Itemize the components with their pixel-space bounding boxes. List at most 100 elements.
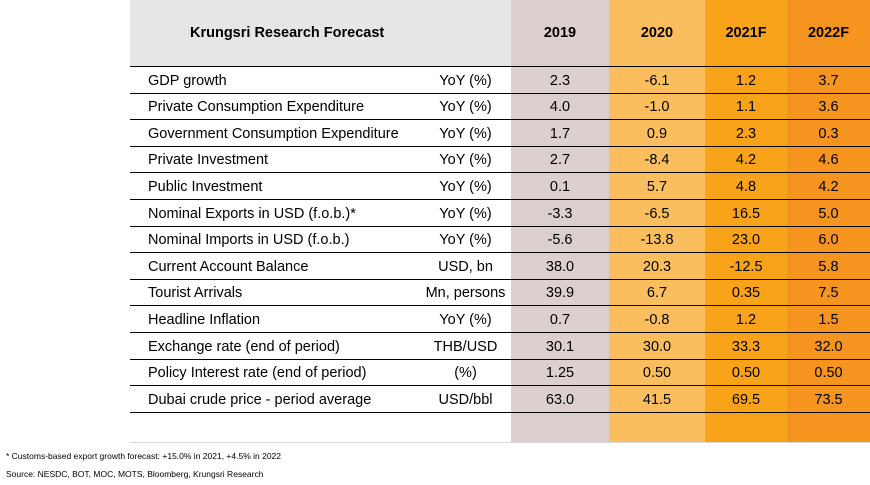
row-value-2022f: 4.2 — [787, 173, 870, 201]
header-year-2021f: 2021F — [705, 0, 787, 66]
row-unit: YoY (%) — [420, 306, 511, 334]
row-value-2019: 1.25 — [511, 359, 609, 387]
row-value-2020: 0.9 — [609, 120, 705, 148]
table-row: Private Investment YoY (%) 2.7 -8.4 4.2 4.6 — [130, 145, 870, 174]
table-title-cell: Krungsri Research Forecast — [130, 0, 511, 66]
row-value-2022f: 4.6 — [787, 146, 870, 174]
row-value-2021f: 1.2 — [705, 67, 787, 94]
row-unit: YoY (%) — [420, 226, 511, 254]
row-value-2020: 30.0 — [609, 333, 705, 360]
footnote-exports: * Customs-based export growth forecast: … — [6, 451, 281, 461]
row-value-2020: -6.5 — [609, 200, 705, 227]
row-value-2022f: 3.7 — [787, 67, 870, 94]
row-value-2021f: 0.35 — [705, 279, 787, 307]
row-value-2021f: 2.3 — [705, 120, 787, 148]
row-value-2019: 1.7 — [511, 120, 609, 148]
row-label: Dubai crude price - period average — [130, 386, 430, 414]
row-unit: USD, bn — [420, 253, 511, 281]
row-value-2019: 2.7 — [511, 146, 609, 174]
row-value-2019: -3.3 — [511, 200, 609, 227]
row-value-2021f: 0.50 — [705, 359, 787, 387]
row-value-2022f: 0.50 — [787, 359, 870, 387]
row-unit: YoY (%) — [420, 146, 511, 174]
row-value-2021f: 69.5 — [705, 386, 787, 414]
row-value-2019: 2.3 — [511, 67, 609, 94]
footer-divider — [130, 442, 870, 443]
row-value-2020: 0.50 — [609, 359, 705, 387]
row-label: Public Investment — [130, 173, 430, 201]
row-value-2021f: 23.0 — [705, 226, 787, 254]
row-label: Private Consumption Expenditure — [130, 93, 430, 121]
table-row: GDP growth YoY (%) 2.3 -6.1 1.2 3.7 — [130, 66, 870, 94]
bottom-band-white — [130, 413, 511, 443]
row-value-2019: 63.0 — [511, 386, 609, 414]
footnote-source: Source: NESDC, BOT, MOC, MOTS, Bloomberg… — [6, 469, 264, 479]
row-value-2022f: 1.5 — [787, 306, 870, 334]
table-row: Public Investment YoY (%) 0.1 5.7 4.8 4.2 — [130, 172, 870, 201]
row-unit: Mn, persons — [420, 279, 511, 307]
row-label: Policy Interest rate (end of period) — [130, 359, 430, 387]
table-row: Policy Interest rate (end of period) (%) 1… — [130, 358, 870, 387]
row-value-2020: 20.3 — [609, 253, 705, 281]
table-row: Exchange rate (end of period) THB/USD 30.1… — [130, 332, 870, 360]
table-header: Krungsri Research Forecast 2019 2020 202… — [130, 0, 870, 66]
row-label: Nominal Exports in USD (f.o.b.)* — [130, 200, 430, 227]
row-value-2021f: 1.1 — [705, 93, 787, 121]
row-unit: USD/bbl — [420, 386, 511, 414]
row-value-2020: -1.0 — [609, 93, 705, 121]
table-row: Tourist Arrivals Mn, persons 39.9 6.7 0.35 7.… — [130, 278, 870, 307]
row-value-2021f: 16.5 — [705, 200, 787, 227]
row-label: Government Consumption Expenditure — [130, 120, 430, 148]
row-label: Nominal Imports in USD (f.o.b.) — [130, 226, 430, 254]
row-label: Current Account Balance — [130, 253, 430, 281]
row-value-2019: 0.1 — [511, 173, 609, 201]
header-year-2022f: 2022F — [787, 0, 870, 66]
row-label: GDP growth — [130, 67, 430, 94]
header-year-2019: 2019 — [511, 0, 609, 66]
row-value-2022f: 5.0 — [787, 200, 870, 227]
row-unit: (%) — [420, 359, 511, 387]
row-value-2020: -0.8 — [609, 306, 705, 334]
table-row: Dubai crude price - period average USD/bb… — [130, 385, 870, 414]
bottom-band-2022f — [787, 413, 870, 443]
row-unit: YoY (%) — [420, 93, 511, 121]
row-value-2019: 30.1 — [511, 333, 609, 360]
row-value-2020: -8.4 — [609, 146, 705, 174]
row-label: Headline Inflation — [130, 306, 430, 334]
row-value-2020: -13.8 — [609, 226, 705, 254]
row-value-2020: 6.7 — [609, 279, 705, 307]
row-value-2022f: 6.0 — [787, 226, 870, 254]
row-label: Private Investment — [130, 146, 430, 174]
row-unit: THB/USD — [420, 333, 511, 360]
header-year-2020: 2020 — [609, 0, 705, 66]
row-value-2020: 5.7 — [609, 173, 705, 201]
bottom-band-2021f — [705, 413, 787, 443]
row-value-2021f: 4.2 — [705, 146, 787, 174]
row-value-2021f: 33.3 — [705, 333, 787, 360]
row-value-2019: -5.6 — [511, 226, 609, 254]
row-unit: YoY (%) — [420, 173, 511, 201]
row-label: Tourist Arrivals — [130, 279, 430, 307]
row-unit: YoY (%) — [420, 120, 511, 148]
row-value-2022f: 5.8 — [787, 253, 870, 281]
row-value-2022f: 32.0 — [787, 333, 870, 360]
bottom-band-2019 — [511, 413, 609, 443]
row-value-2019: 39.9 — [511, 279, 609, 307]
table-row: Headline Inflation YoY (%) 0.7 -0.8 1.2 1.5 — [130, 305, 870, 334]
table-title: Krungsri Research Forecast — [190, 25, 385, 41]
row-unit: YoY (%) — [420, 200, 511, 227]
bottom-band-2020 — [609, 413, 705, 443]
row-value-2022f: 73.5 — [787, 386, 870, 414]
table-row: Current Account Balance USD, bn 38.0 20.3 -1… — [130, 252, 870, 281]
row-value-2022f: 7.5 — [787, 279, 870, 307]
row-value-2021f: 4.8 — [705, 173, 787, 201]
row-value-2019: 38.0 — [511, 253, 609, 281]
table-row: Nominal Exports in USD (f.o.b.)* YoY (%) -… — [130, 199, 870, 227]
row-value-2020: 41.5 — [609, 386, 705, 414]
row-value-2021f: -12.5 — [705, 253, 787, 281]
row-value-2022f: 0.3 — [787, 120, 870, 148]
row-value-2022f: 3.6 — [787, 93, 870, 121]
row-value-2019: 0.7 — [511, 306, 609, 334]
row-value-2019: 4.0 — [511, 93, 609, 121]
table-row: Government Consumption Expenditure YoY (%… — [130, 119, 870, 148]
